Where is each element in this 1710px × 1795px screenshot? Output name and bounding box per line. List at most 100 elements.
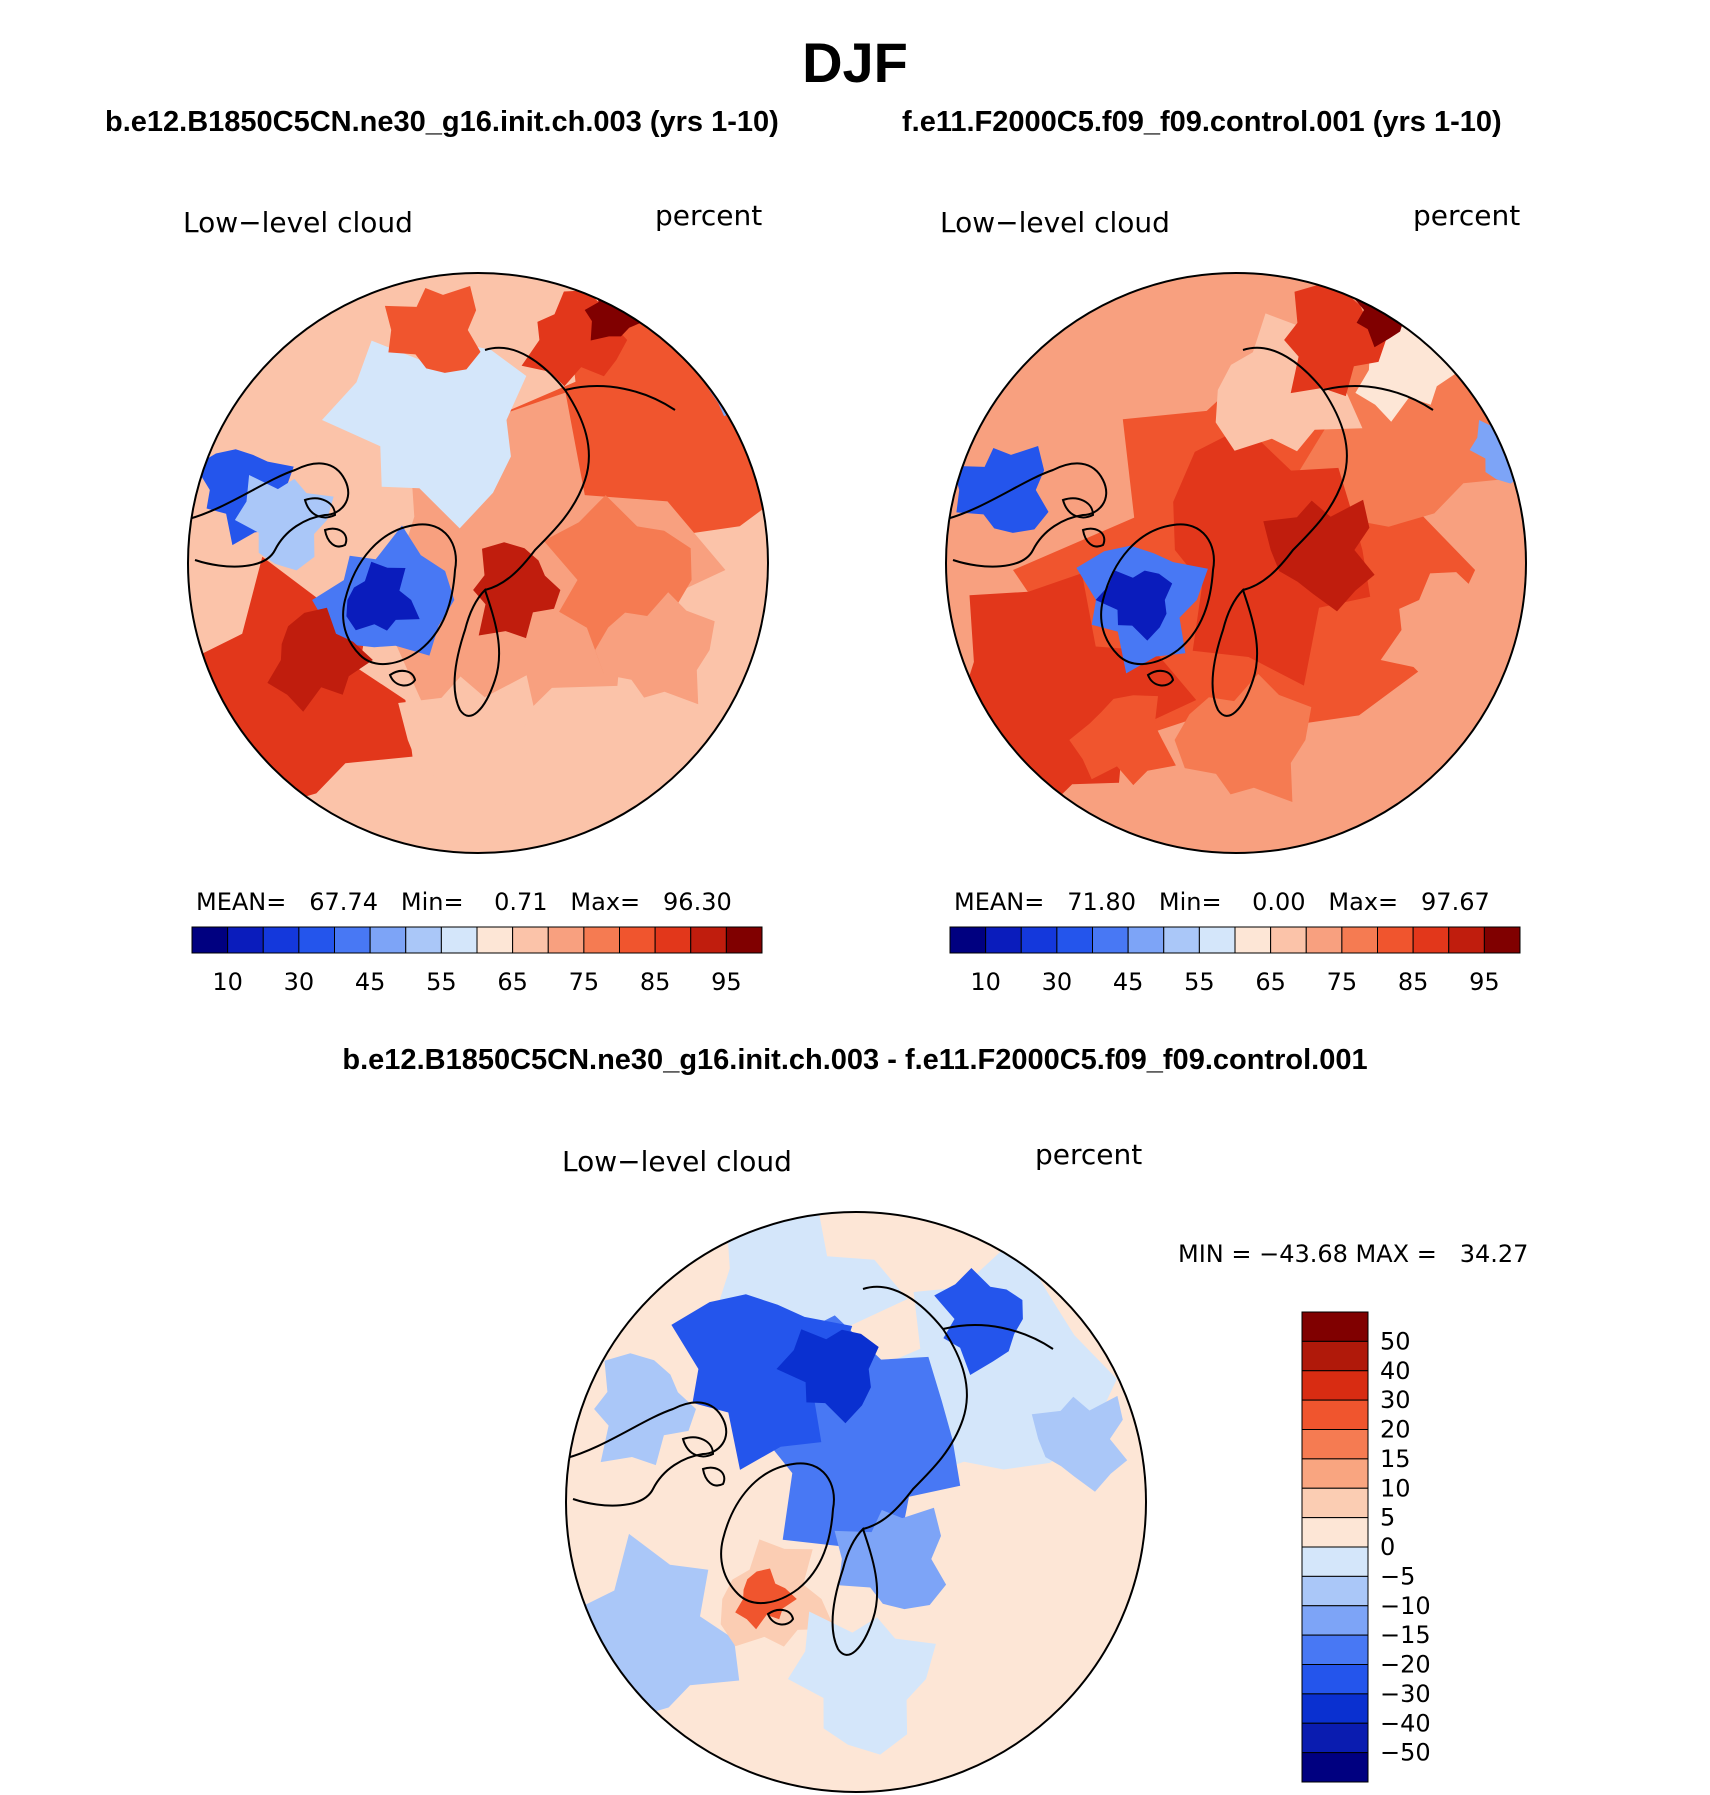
colorbar-tick-label: 5 <box>1380 1504 1395 1532</box>
coastline <box>1146 669 1175 687</box>
colorbar-tick-label: 95 <box>711 968 742 996</box>
colorbar-tick-label: 10 <box>1380 1474 1411 1502</box>
left-mean-value: 67.74 <box>309 888 378 916</box>
colorbar-swatch <box>1377 926 1414 954</box>
colorbar-swatch <box>369 926 407 954</box>
colorbar-swatch <box>1234 926 1272 954</box>
colorbar-tick-label: 50 <box>1380 1327 1411 1355</box>
colorbar-tick-label: 55 <box>426 968 457 996</box>
coastline <box>942 1324 1054 1350</box>
contour-region <box>999 314 1124 429</box>
contour-region <box>1095 570 1173 641</box>
colorbar-tick-label: 10 <box>970 968 1001 996</box>
colorbar-tick-label: 45 <box>1113 968 1144 996</box>
colorbar-swatch <box>583 926 620 954</box>
colorbar-swatch <box>262 926 300 954</box>
contour-region <box>776 1329 879 1424</box>
right-panel-case-title: f.e11.F2000C5.f09_f09.control.001 (yrs 1… <box>902 106 1502 138</box>
colorbar-swatch <box>1483 926 1521 954</box>
colorbar-swatch <box>1301 1605 1369 1636</box>
left-min-value: 0.71 <box>494 888 548 916</box>
colorbar-swatch <box>547 926 585 954</box>
contour-region <box>267 607 373 712</box>
right-colorbar: 10 30 45 55 65 75 85 95 <box>949 926 1521 996</box>
colorbar-tick-label: 45 <box>355 968 386 996</box>
colorbar-tick-label: 75 <box>1327 968 1358 996</box>
colorbar-swatch <box>298 926 335 954</box>
contour-region <box>346 561 420 631</box>
season-title: DJF <box>802 31 908 94</box>
diff-minmax-text: MIN = −43.68 MAX = 34.27 <box>1178 1240 1529 1268</box>
contour-region <box>595 592 715 705</box>
colorbar-tick-label: 30 <box>1380 1386 1411 1414</box>
coastline <box>681 1436 715 1458</box>
coastline <box>1211 588 1259 717</box>
colorbar-swatch <box>690 926 727 954</box>
colorbar-tick-label: 0 <box>1380 1533 1395 1561</box>
colorbar-swatch <box>1301 1546 1369 1577</box>
colorbar-swatch <box>1301 1429 1369 1460</box>
right-min-value: 0.00 <box>1252 888 1306 916</box>
colorbar-swatch <box>227 926 264 954</box>
coastline <box>323 527 348 548</box>
contour-region <box>384 286 481 373</box>
coastline <box>453 588 501 717</box>
coastline <box>766 1608 795 1626</box>
contour-region <box>952 446 1049 533</box>
colorbar-tick-label: 95 <box>1469 968 1500 996</box>
contour-region <box>735 1568 797 1630</box>
left-max-label: Max= <box>570 888 641 916</box>
right-max-label: Max= <box>1328 888 1399 916</box>
diff-panel-variable-label: Low−level cloud <box>562 1145 792 1178</box>
coastline <box>1242 346 1348 591</box>
colorbar-swatch <box>476 926 514 954</box>
colorbar-tick-label: −30 <box>1380 1680 1431 1708</box>
contour-region <box>787 1611 936 1755</box>
right-mean-value: 71.80 <box>1067 888 1136 916</box>
left-max-value: 96.30 <box>663 888 732 916</box>
right-panel-units-label: percent <box>1413 199 1521 232</box>
colorbar-swatch <box>619 926 656 954</box>
colorbar-swatch <box>1198 926 1236 954</box>
colorbar-swatch <box>512 926 549 954</box>
difference-polar-map <box>565 1211 1147 1793</box>
colorbar-swatch <box>1448 926 1485 954</box>
left-mean-label: MEAN= <box>196 888 287 916</box>
coastline <box>303 497 337 519</box>
colorbar-swatch <box>1301 1340 1369 1372</box>
difference-title: b.e12.B1850C5CN.ne30_g16.init.ch.003 - f… <box>342 1044 1368 1076</box>
diff-panel-units-label: percent <box>1035 1138 1143 1171</box>
colorbar-tick-label: 65 <box>497 968 528 996</box>
colorbar-swatch <box>191 926 229 954</box>
colorbar-swatch <box>1301 1399 1369 1430</box>
coastline <box>1081 527 1106 548</box>
left-colorbar: 10 30 45 55 65 75 85 95 <box>191 926 763 996</box>
colorbar-swatch <box>1270 926 1307 954</box>
left-panel-units-label: percent <box>655 199 763 232</box>
contour-region <box>1173 426 1371 686</box>
left-panel-variable-label: Low−level cloud <box>183 206 413 239</box>
colorbar-swatch <box>1056 926 1093 954</box>
coastline <box>564 385 676 411</box>
colorbar-swatch <box>1301 1458 1369 1489</box>
map-boundary <box>187 272 769 854</box>
coastline <box>862 1285 968 1530</box>
coastline <box>566 1401 728 1507</box>
colorbar-tick-label: 30 <box>1042 968 1073 996</box>
coastline <box>1322 385 1434 411</box>
colorbar-swatch <box>405 926 442 954</box>
coastline <box>831 1527 879 1656</box>
colorbar-swatch <box>440 926 478 954</box>
right-panel-stats: MEAN= 71.80 Min= 0.00 Max= 97.67 <box>954 888 1490 916</box>
map-boundary <box>945 272 1527 854</box>
contour-region <box>1284 284 1386 397</box>
coastline <box>388 669 417 687</box>
colorbar-swatch <box>1301 1722 1369 1754</box>
colorbar-swatch <box>985 926 1022 954</box>
right-polar-map <box>945 272 1527 854</box>
contour-region <box>1174 673 1312 802</box>
colorbar-tick-label: −40 <box>1380 1709 1431 1737</box>
contour-region <box>1263 499 1375 612</box>
colorbar-swatch <box>1163 926 1200 954</box>
colorbar-swatch <box>1412 926 1450 954</box>
